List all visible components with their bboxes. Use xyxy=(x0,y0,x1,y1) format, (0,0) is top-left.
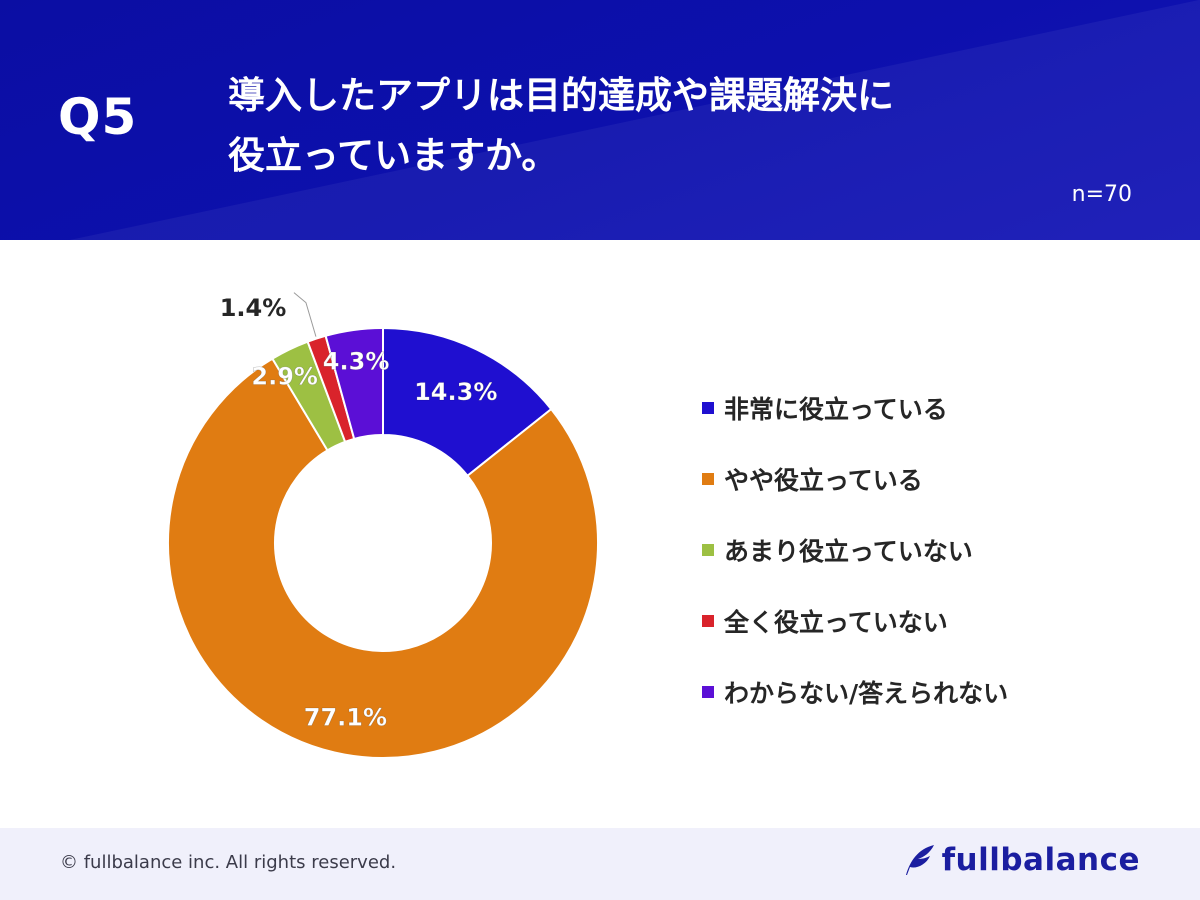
legend-label-3: あまり役立っていない xyxy=(724,536,973,566)
chart-legend: 非常に役立っている やや役立っているあまり役立っていない 全く役立っていないわからな… xyxy=(702,372,1008,727)
slice-label-1: 14.3% xyxy=(414,378,497,406)
header-banner: Q5 導入したアプリは目的達成や課題解決に 役立っていますか。 n=70 xyxy=(0,0,1200,240)
legend-label-1: 非常に役立っている xyxy=(724,394,948,424)
legend-swatch-1 xyxy=(702,401,714,414)
legend-item-5: わからない/答えられない xyxy=(702,656,1008,727)
question-title: 導入したアプリは目的達成や課題解決に 役立っていますか。 xyxy=(228,66,1028,186)
legend-swatch-4 xyxy=(702,614,714,627)
legend-item-1: 非常に役立っている xyxy=(702,372,1008,443)
question-number: Q5 xyxy=(58,88,138,146)
donut-chart: 14.3% 77.1% 2.9% 1.4% 4.3% xyxy=(167,292,599,759)
slice-label-2: 77.1% xyxy=(304,704,387,732)
sample-size: n=70 xyxy=(1071,182,1132,207)
brand-logo: fullbalance xyxy=(902,842,1140,878)
donut-slice-5 xyxy=(324,326,384,441)
slice-label-4: 1.4% xyxy=(220,294,287,322)
brand-name: fullbalance xyxy=(941,842,1140,878)
legend-swatch-3 xyxy=(702,543,714,556)
question-title-line-2: 役立っていますか。 xyxy=(228,134,559,177)
legend-swatch-5 xyxy=(702,685,714,698)
legend-label-2: やや役立っている xyxy=(724,465,923,495)
legend-label-5: わからない/答えられない xyxy=(724,678,1009,708)
donut-slice-2 xyxy=(167,357,599,759)
footer: © fullbalance inc. All rights reserved. … xyxy=(0,828,1200,900)
legend-label-4: 全く役立っていない xyxy=(724,607,948,637)
slice-label-5: 4.3% xyxy=(323,348,390,376)
question-title-line-1: 導入したアプリは目的達成や課題解決に xyxy=(228,74,894,117)
slice-label-3: 2.9% xyxy=(251,362,318,390)
legend-item-2: やや役立っている xyxy=(702,443,1008,514)
legend-item-4: 全く役立っていない xyxy=(702,585,1008,656)
copyright-text: © fullbalance inc. All rights reserved. xyxy=(60,852,397,873)
leader-line-4 xyxy=(293,292,317,337)
chart-area: 14.3% 77.1% 2.9% 1.4% 4.3% xyxy=(0,240,1200,828)
legend-swatch-2 xyxy=(702,472,714,485)
legend-item-3: あまり役立っていない xyxy=(702,514,1008,585)
feather-icon xyxy=(905,845,934,875)
